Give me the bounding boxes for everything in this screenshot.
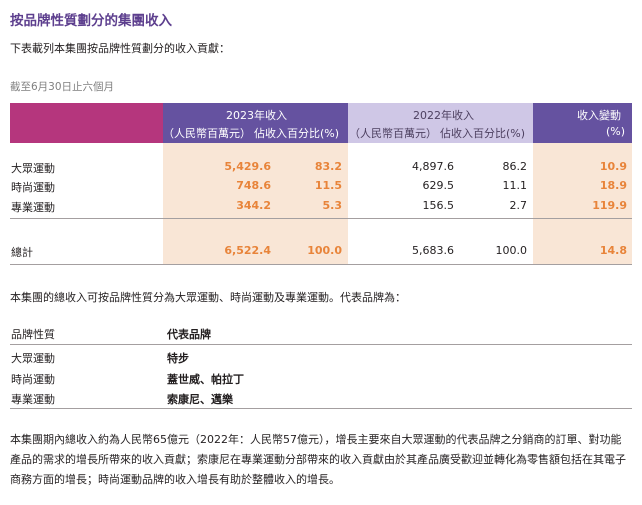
pct-2022: 86.2: [502, 160, 528, 173]
table-row: 大眾運動 5,429.6 83.2 4,897.6 86.2 10.9: [10, 158, 632, 177]
brand-table-header-rule: [10, 344, 632, 345]
row-label: 時尚運動: [11, 181, 55, 194]
brand-category: 時尚運動: [11, 373, 55, 386]
table-row: 專業運動 344.2 5.3 156.5 2.7 119.9: [10, 197, 632, 216]
rev-2022: 629.5: [422, 179, 455, 192]
header-2023-pct: 佔收入百分比(%): [254, 127, 340, 140]
brand-names: 蓋世威、帕拉丁: [167, 373, 244, 386]
brand-category: 大眾運動: [11, 352, 55, 365]
header-2022-title: 2022年收入: [413, 109, 474, 122]
brand-names: 索康尼、邁樂: [167, 393, 233, 406]
rev-2022: 5,683.6: [412, 244, 454, 257]
intro-text: 下表載列本集團按品牌性質劃分的收入貢獻：: [10, 42, 230, 55]
column-band-2023: [163, 143, 348, 265]
rev-2023: 5,429.6: [224, 160, 271, 173]
table-divider: [10, 218, 632, 219]
rev-change: 10.9: [599, 160, 627, 173]
closing-paragraph: 本集團期內總收入約為人民幣65億元（2022年：人民幣57億元），增長主要來自大…: [10, 433, 626, 486]
header-change-title: 收入變動: [577, 109, 621, 122]
header-2022-block: [348, 103, 533, 143]
rev-change: 119.9: [592, 199, 627, 212]
column-band-change: [533, 143, 632, 265]
rev-2023: 6,522.4: [224, 244, 271, 257]
pct-2023: 100.0: [307, 244, 342, 257]
brand-col-category: 品牌性質: [11, 328, 55, 341]
brand-table-bottom-rule: [10, 408, 632, 409]
pct-2022: 11.1: [502, 179, 528, 192]
rev-2022: 4,897.6: [412, 160, 454, 173]
header-2023-block: [163, 103, 348, 143]
header-change-block: [533, 103, 632, 143]
row-label: 大眾運動: [11, 162, 55, 175]
period-label: 截至6月30日止六個月: [10, 81, 115, 93]
header-change-unit: (%): [606, 125, 626, 138]
pct-2022: 100.0: [495, 244, 528, 257]
total-row: 總計 6,522.4 100.0 5,683.6 100.0 14.8: [10, 242, 632, 261]
header-2023-title: 2023年收入: [226, 109, 287, 122]
header-2022-pct: 佔收入百分比(%): [440, 127, 526, 140]
rev-change: 18.9: [599, 179, 627, 192]
header-2023-rmb: （人民幣百萬元）: [163, 127, 251, 140]
pct-2023: 83.2: [314, 160, 342, 173]
row-label: 專業運動: [11, 201, 55, 214]
header-label-block: [10, 103, 163, 143]
rev-2022: 156.5: [422, 199, 455, 212]
table-row: 時尚運動 748.6 11.5 629.5 11.1 18.9: [10, 177, 632, 196]
brand-category: 專業運動: [11, 393, 55, 406]
page-title: 按品牌性質劃分的集團收入: [10, 13, 172, 29]
rev-2023: 748.6: [236, 179, 271, 192]
pct-2023: 11.5: [314, 179, 342, 192]
brands-intro-text: 本集團的總收入可按品牌性質分為大眾運動、時尚運動及專業運動。代表品牌為：: [10, 291, 406, 304]
pct-2022: 2.7: [509, 199, 528, 212]
header-2022-rmb: （人民幣百萬元）: [349, 127, 437, 140]
brand-col-names: 代表品牌: [167, 328, 211, 341]
rev-2023: 344.2: [236, 199, 271, 212]
pct-2023: 5.3: [322, 199, 343, 212]
row-label: 總計: [11, 246, 33, 259]
rev-change: 14.8: [599, 244, 627, 257]
brand-names: 特步: [167, 352, 189, 365]
table-bottom-rule: [10, 264, 632, 265]
